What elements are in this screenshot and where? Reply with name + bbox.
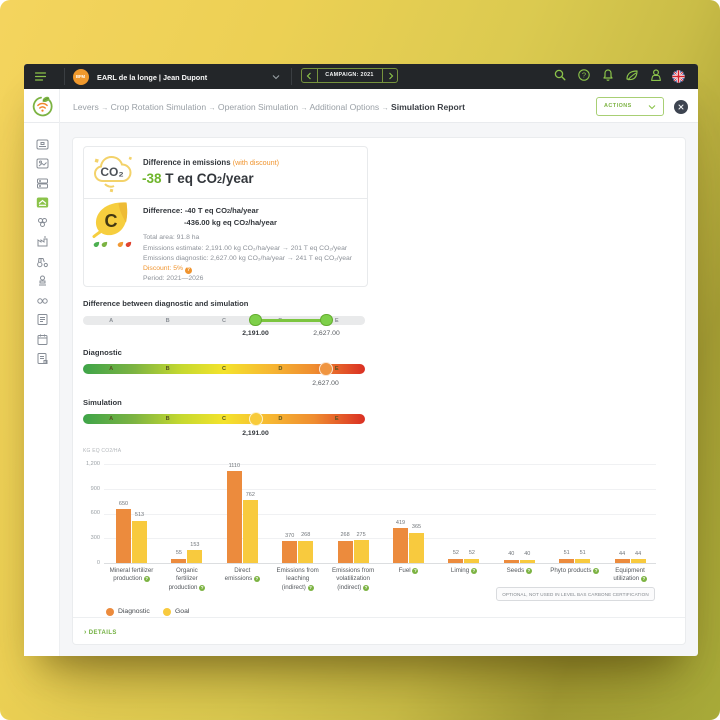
svg-text:?: ?: [582, 71, 586, 80]
svg-text:CO₂: CO₂: [100, 165, 123, 179]
svg-text:C: C: [105, 211, 118, 231]
